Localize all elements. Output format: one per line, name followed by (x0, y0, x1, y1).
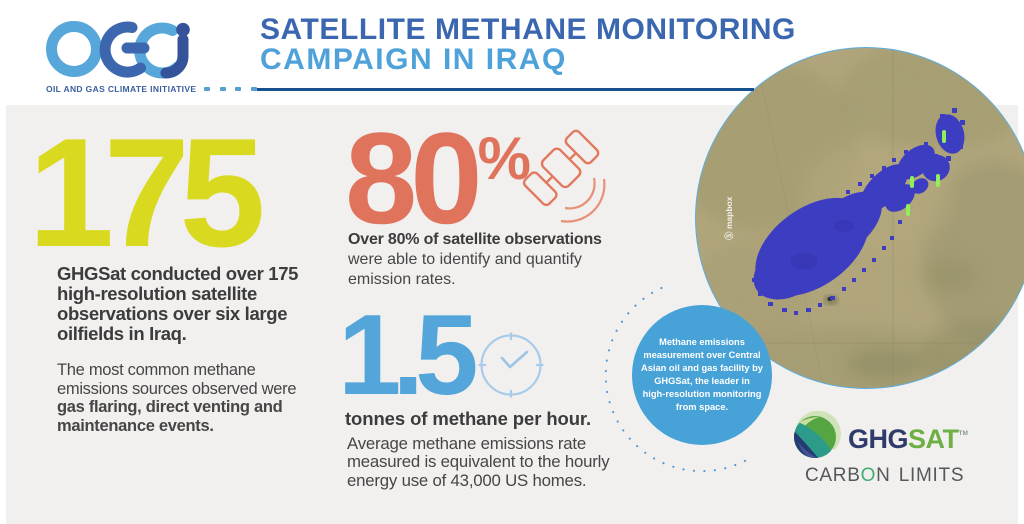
svg-text:Ⓢ mapbox: Ⓢ mapbox (724, 196, 734, 240)
